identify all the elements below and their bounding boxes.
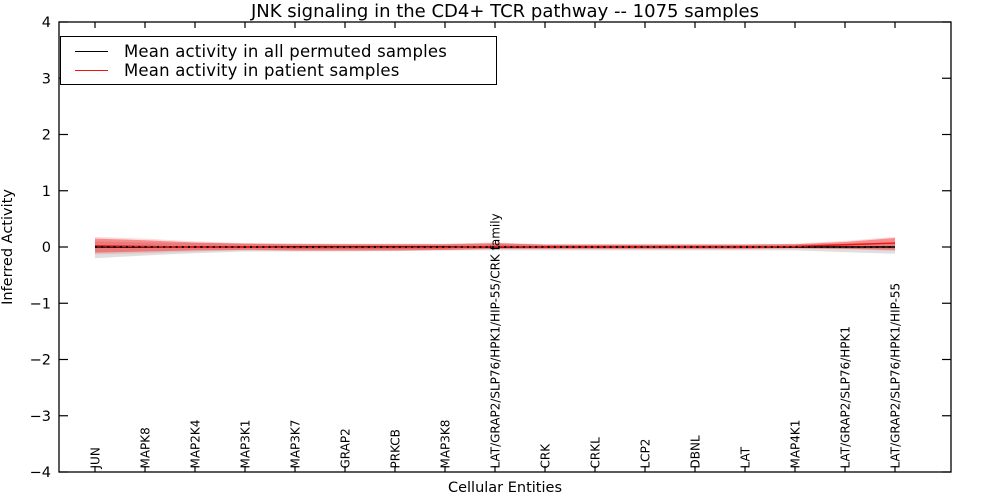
y-tick-label: −3	[30, 409, 51, 425]
x-tick-label: CRKL	[589, 437, 603, 469]
legend-entry-patient-label: Mean activity in patient samples	[124, 61, 400, 80]
x-tick-label: DBNL	[689, 435, 703, 468]
y-tick-label: 4	[42, 15, 51, 31]
x-tick-label: MAP2K4	[189, 420, 203, 469]
x-tick-label: MAPK8	[139, 427, 153, 468]
y-tick-label: −1	[30, 296, 51, 312]
x-tick-label: GRAP2	[339, 428, 353, 468]
legend-entry-patient: Mean activity in patient samples	[75, 61, 482, 80]
y-tick-label: 1	[42, 184, 51, 200]
x-tick-label: LAT/GRAP2/SLP76/HPK1/HIP-55	[889, 283, 903, 469]
patient-samples-std-band	[95, 238, 895, 253]
legend-line-permuted-icon	[75, 51, 108, 52]
x-tick-label: MAP3K8	[439, 420, 453, 469]
x-tick-label: LAT/GRAP2/SLP76/HPK1/HIP-55/CRK family	[489, 213, 503, 468]
x-tick-label: LAT	[739, 446, 753, 468]
x-axis-label: Cellular Entities	[447, 480, 563, 496]
x-tick-label: PRKCB	[389, 429, 403, 468]
y-axis-label: Inferred Activity	[0, 189, 16, 305]
y-tick-label: −4	[30, 465, 51, 481]
patient-mean-line	[94, 242, 896, 249]
legend-entry-permuted-label: Mean activity in all permuted samples	[124, 42, 448, 61]
legend-entry-permuted: Mean activity in all permuted samples	[75, 42, 482, 61]
x-tick-label: MAP4K1	[789, 420, 803, 469]
x-tick-label: MAP3K1	[239, 420, 253, 469]
legend: Mean activity in all permuted samples Me…	[60, 36, 497, 85]
y-tick-label: 3	[42, 71, 51, 87]
y-tick-label: 2	[42, 128, 51, 144]
patient-samples-outer-band	[95, 236, 895, 255]
x-tick-label: LCP2	[639, 439, 653, 469]
permuted-samples-std-band	[95, 241, 895, 259]
y-tick-label: −2	[30, 353, 51, 369]
legend-line-patient-icon	[75, 70, 108, 71]
x-tick-label: JUN	[89, 447, 103, 469]
x-tick-label: CRK	[539, 443, 553, 469]
y-tick-label: 0	[42, 240, 51, 256]
chart-title: JNK signaling in the CD4+ TCR pathway --…	[250, 1, 760, 22]
x-tick-label: LAT/GRAP2/SLP76/HPK1	[839, 326, 853, 469]
x-tick-label: MAP3K7	[289, 420, 303, 469]
